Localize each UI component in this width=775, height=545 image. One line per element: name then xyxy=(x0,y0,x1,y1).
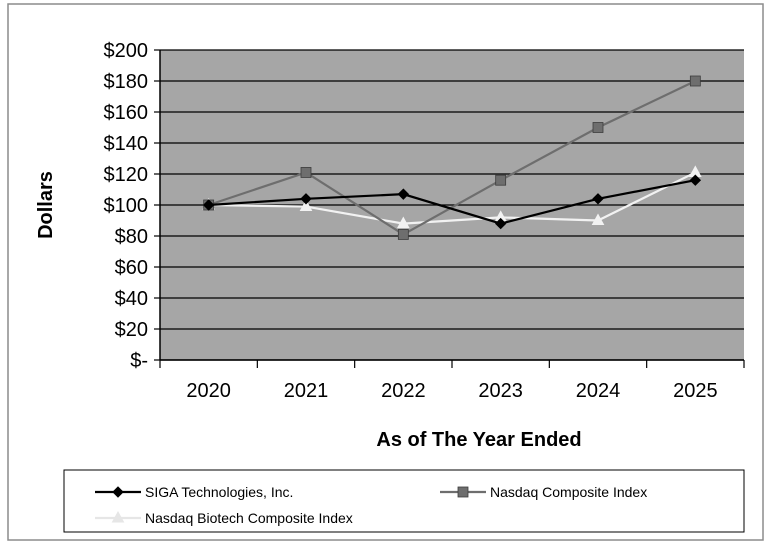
x-tick-label: 2024 xyxy=(576,380,621,402)
data-point xyxy=(300,193,312,205)
y-tick-label: $40 xyxy=(115,288,148,310)
data-point xyxy=(592,122,604,133)
legend-box xyxy=(63,469,745,533)
x-tick-label: 2023 xyxy=(478,380,523,402)
data-point xyxy=(299,199,313,212)
data-point xyxy=(397,188,410,200)
y-tick-label: $80 xyxy=(115,226,148,248)
y-axis-label: Dollars xyxy=(35,171,57,239)
x-tick-label: 2020 xyxy=(186,380,231,402)
y-tick-labels: $- $20 $40 $60 $80 $100 $120 $140 $160 $180 $200 xyxy=(104,40,149,372)
data-point xyxy=(495,174,507,186)
x-tick-label: 2025 xyxy=(673,380,718,402)
series-group xyxy=(202,75,702,240)
data-point xyxy=(592,193,604,205)
series-line xyxy=(208,179,696,225)
legend: SIGA Technologies, Inc. Nasdaq Composite … xyxy=(95,484,647,526)
data-point xyxy=(397,229,409,240)
series-siga-technologies-inc xyxy=(202,174,702,230)
series-line xyxy=(208,171,696,225)
y-tick-label: $140 xyxy=(104,133,149,155)
y-tick-label: $- xyxy=(130,350,148,372)
x-axis-label: As of The Year Ended xyxy=(376,429,581,451)
data-point xyxy=(396,216,410,229)
y-tick-label: $180 xyxy=(104,71,149,93)
data-point xyxy=(202,199,215,211)
data-point xyxy=(300,167,312,178)
x-tick-label: 2021 xyxy=(284,380,329,402)
legend-label: Nasdaq Biotech Composite Index xyxy=(145,510,353,526)
y-tick-label: $200 xyxy=(104,40,149,62)
axes xyxy=(159,50,745,368)
legend-label: SIGA Technologies, Inc. xyxy=(145,484,293,500)
data-point xyxy=(689,174,702,186)
y-tick-label: $60 xyxy=(115,257,148,279)
x-tick-label: 2022 xyxy=(381,380,426,402)
data-point xyxy=(591,213,605,225)
legend-label: Nasdaq Composite Index xyxy=(490,484,647,500)
series-line xyxy=(208,80,696,236)
legend-swatch-marker xyxy=(457,486,469,498)
y-tick-label: $120 xyxy=(104,164,149,186)
y-tick-label: $20 xyxy=(115,319,148,341)
legend-swatch-marker xyxy=(111,510,125,523)
data-point xyxy=(689,75,701,87)
x-tick-labels: 2020 2021 2022 2023 2024 2025 xyxy=(186,380,717,402)
legend-swatch-marker xyxy=(112,486,124,498)
y-tick-label: $160 xyxy=(104,102,149,124)
data-point xyxy=(494,217,507,230)
y-tick-label: $100 xyxy=(104,195,149,217)
